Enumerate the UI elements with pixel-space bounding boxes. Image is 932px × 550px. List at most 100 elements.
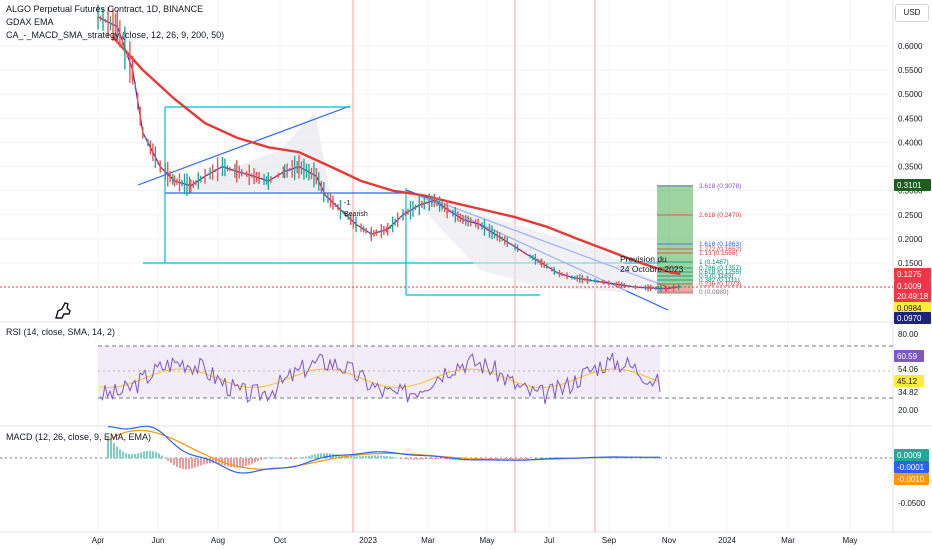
- rsi-badge: 45.12: [894, 375, 924, 387]
- macd-histogram-bar: [140, 452, 142, 459]
- bearish-signal-number: -1: [344, 200, 350, 207]
- macd-badge: -0.0010: [894, 473, 929, 485]
- macd-histogram-bar: [143, 451, 145, 459]
- macd-histogram-bar: [239, 458, 241, 468]
- macd-histogram-bar: [191, 458, 193, 469]
- macd-histogram-bar: [410, 458, 412, 460]
- macd-histogram-bar: [644, 457, 646, 459]
- macd-histogram-bar: [272, 457, 274, 459]
- macd-histogram-bar: [194, 458, 196, 468]
- macd-histogram-bar: [623, 457, 625, 459]
- currency-button[interactable]: USD: [895, 4, 929, 22]
- macd-histogram-bar: [434, 458, 436, 459]
- macd-histogram-bar: [293, 458, 295, 459]
- macd-histogram-bar: [395, 457, 397, 459]
- rsi-line: [99, 352, 661, 405]
- macd-histogram-bar: [617, 457, 619, 459]
- macd-histogram-bar: [401, 458, 403, 459]
- macd-histogram-bar: [539, 457, 541, 459]
- macd-histogram-bar: [182, 458, 184, 470]
- macd-histogram-bar: [488, 458, 490, 460]
- macd-histogram-bar: [425, 458, 427, 460]
- macd-histogram-bar: [659, 457, 661, 459]
- macd-histogram-bar: [404, 458, 406, 460]
- time-axis-label: May: [842, 536, 857, 545]
- macd-histogram-bar: [254, 458, 256, 463]
- svg-text:0.3101: 0.3101: [897, 181, 922, 190]
- macd-histogram-bar: [284, 458, 286, 459]
- macd-histogram-bar: [128, 454, 130, 459]
- macd-histogram-bar: [629, 457, 631, 459]
- macd-histogram-bar: [260, 458, 262, 460]
- macd-histogram-bar: [278, 457, 280, 459]
- price-tick-label: 0.3500: [898, 163, 923, 172]
- time-axis-label: Nov: [662, 536, 676, 545]
- fib-level-label: 1.13 (0.1566): [699, 250, 738, 257]
- time-axis-label: 2023: [359, 536, 377, 545]
- svg-text:0.0984: 0.0984: [897, 304, 922, 313]
- macd-histogram-bar: [131, 454, 133, 459]
- macd-histogram-bar: [398, 457, 400, 459]
- macd-histogram-bar: [170, 458, 172, 463]
- macd-histogram-bar: [443, 458, 445, 460]
- price-tick-label: 0.1500: [898, 259, 923, 268]
- macd-histogram-bar: [407, 458, 409, 460]
- macd-histogram-bar: [149, 450, 151, 459]
- macd-histogram-bar: [296, 458, 298, 459]
- macd-tick-label: -0.0500: [898, 499, 926, 508]
- ema-200-line: [111, 35, 681, 276]
- macd-histogram-bar: [227, 458, 229, 467]
- fib-level-label: 1 (0.1487): [699, 259, 729, 266]
- rsi-tick-label: 54.06: [898, 365, 919, 374]
- time-axis-label: 2024: [718, 536, 736, 545]
- macd-histogram-bar: [125, 453, 127, 459]
- macd-histogram-bar: [299, 457, 301, 459]
- rsi-label: RSI (14, close, SMA, 14, 2): [6, 327, 116, 337]
- fib-level-label: 1.272 (0.1652): [699, 246, 741, 253]
- macd-histogram-bar: [485, 458, 487, 460]
- macd-histogram-bar: [653, 457, 655, 459]
- macd-histogram-bar: [365, 455, 367, 459]
- macd-histogram-bar: [200, 458, 202, 466]
- price-badge: 20:49:18: [894, 290, 931, 302]
- macd-histogram-bar: [113, 443, 115, 459]
- time-axis-label: Jun: [152, 536, 165, 545]
- macd-histogram-bar: [275, 457, 277, 459]
- macd-histogram-bar: [158, 453, 160, 459]
- macd-histogram-bar: [263, 458, 265, 459]
- macd-histogram-bar: [368, 455, 370, 459]
- macd-histogram-bar: [269, 457, 271, 459]
- macd-histogram-bar: [257, 458, 259, 462]
- macd-histogram-bar: [389, 456, 391, 459]
- macd-histogram-bar: [236, 458, 238, 468]
- macd-histogram-bar: [122, 451, 124, 459]
- macd-histogram-bar: [287, 458, 289, 459]
- macd-histogram-bar: [392, 456, 394, 459]
- rsi-tick-label: 34.82: [898, 388, 919, 397]
- macd-histogram-bar: [155, 452, 157, 459]
- macd-badge: -0.0001: [894, 461, 929, 473]
- macd-histogram-bar: [251, 458, 253, 464]
- macd-histogram-bar: [230, 458, 232, 468]
- macd-histogram-bar: [302, 457, 304, 459]
- svg-text:0.1009: 0.1009: [897, 282, 922, 291]
- macd-histogram-bar: [290, 458, 292, 460]
- macd-histogram-bar: [380, 455, 382, 459]
- macd-histogram-bar: [356, 456, 358, 459]
- price-badge: 0.3101: [894, 179, 931, 191]
- macd-histogram-bar: [422, 458, 424, 460]
- macd-histogram-bar: [542, 457, 544, 459]
- macd-histogram-bar: [656, 457, 658, 459]
- fib-level-label: 0.5 (0.1183): [699, 273, 734, 280]
- macd-histogram-bar: [224, 458, 226, 466]
- macd-histogram-bar: [320, 453, 322, 459]
- svg-text:60.59: 60.59: [897, 352, 918, 361]
- macd-histogram-bar: [620, 457, 622, 459]
- macd-histogram-bar: [233, 458, 235, 468]
- fib-level-label: 0.786 (0.1357): [699, 265, 741, 272]
- macd-badge: 0.0009: [894, 449, 929, 461]
- price-tick-label: 0.4000: [898, 138, 923, 147]
- macd-histogram-bar: [371, 455, 373, 459]
- tradingview-dino-icon: [55, 302, 71, 319]
